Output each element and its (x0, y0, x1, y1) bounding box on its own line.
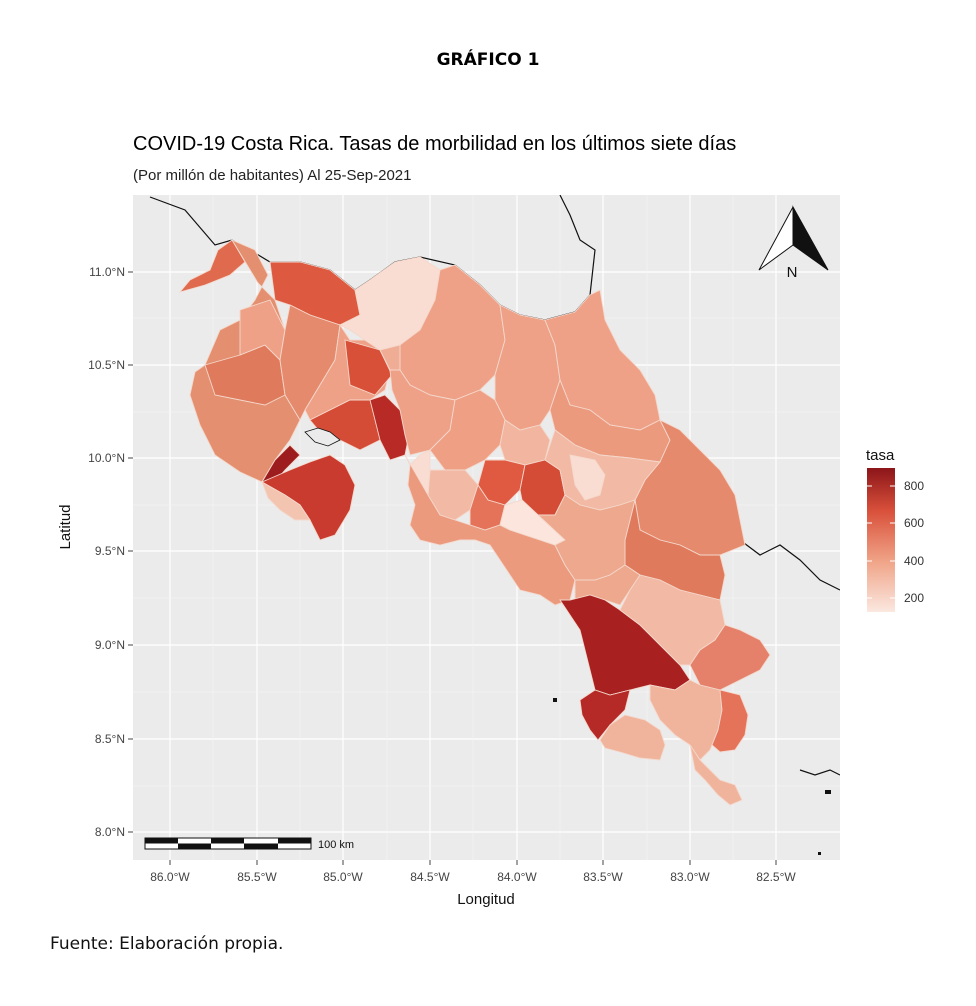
scale-bar-label: 100 km (318, 839, 354, 851)
map-title: COVID-19 Costa Rica. Tasas de morbilidad… (133, 133, 737, 155)
legend-tick-label: 800 (904, 479, 924, 493)
x-tick-label: 86.0°W (150, 870, 190, 884)
scale-bar (144, 837, 312, 850)
y-axis-ticks (128, 271, 133, 833)
y-axis-title: Latitud (57, 504, 74, 549)
x-axis-ticks (169, 860, 777, 865)
x-tick-label: 83.0°W (670, 870, 710, 884)
y-tick-label: 9.0°N (95, 638, 125, 652)
source-note: Fuente: Elaboración propia. (50, 934, 284, 954)
x-axis-title: Longitud (457, 891, 515, 908)
choropleth-regions (149, 195, 840, 855)
x-tick-label: 83.5°W (583, 870, 623, 884)
x-tick-label: 84.0°W (497, 870, 537, 884)
y-tick-label: 8.0°N (95, 825, 125, 839)
legend-tick-label: 600 (904, 516, 924, 530)
x-tick-label: 85.0°W (323, 870, 363, 884)
map-subtitle: (Por millón de habitantes) Al 25-Sep-202… (133, 167, 412, 184)
x-tick-label: 84.5°W (410, 870, 450, 884)
x-tick-label: 82.5°W (756, 870, 796, 884)
legend-tick-label: 400 (904, 554, 924, 568)
north-arrow-icon (758, 205, 829, 271)
figure-heading: GRÁFICO 1 (436, 50, 540, 70)
legend-colorbar (867, 468, 895, 612)
y-tick-label: 8.5°N (95, 732, 125, 746)
legend: tasa 800 600 400 200 (866, 447, 924, 612)
x-tick-label: 85.5°W (237, 870, 277, 884)
legend-title: tasa (866, 447, 895, 464)
y-tick-label: 10.5°N (88, 358, 125, 372)
north-label: N (787, 264, 798, 281)
y-tick-label: 10.0°N (88, 451, 125, 465)
legend-tick-label: 200 (904, 591, 924, 605)
y-tick-label: 11.0°N (89, 265, 125, 279)
y-tick-label: 9.5°N (95, 544, 125, 558)
